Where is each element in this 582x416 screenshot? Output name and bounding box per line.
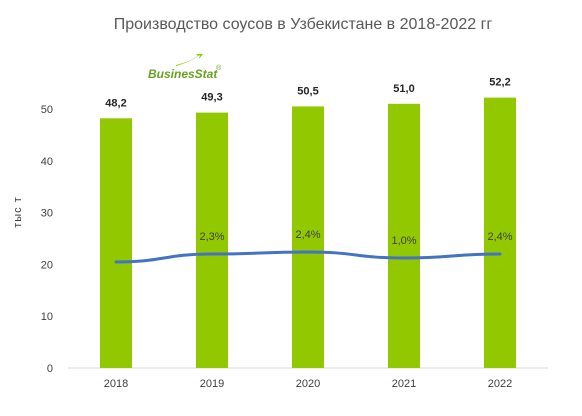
growth-line-label: 2,4% — [295, 229, 320, 241]
y-tick-label: 50 — [41, 104, 53, 116]
bar — [388, 103, 420, 368]
y-tick-label: 40 — [41, 156, 53, 168]
x-axis: 2018 2019 2020 2021 2022 — [104, 378, 512, 390]
growth-line-label: 2,4% — [487, 231, 512, 243]
bar-value-label: 49,3 — [201, 92, 222, 104]
bar-value-label: 48,2 — [105, 97, 126, 109]
y-tick-label: 20 — [41, 259, 53, 271]
x-tick-label: 2018 — [104, 378, 128, 390]
growth-line — [114, 250, 502, 264]
bar-data-labels: 48,2 49,3 50,5 51,0 52,2 — [105, 77, 510, 110]
svg-text:®: ® — [216, 64, 222, 72]
growth-line-series: 2,3% 2,4% 1,0% 2,4% — [114, 229, 513, 264]
y-tick-label: 10 — [41, 311, 53, 323]
y-tick-label: 0 — [47, 363, 53, 375]
growth-line-label: 2,3% — [199, 231, 224, 243]
y-axis: 0 10 20 30 40 50 — [41, 104, 53, 375]
x-tick-label: 2022 — [488, 378, 512, 390]
chart-title: Производство соусов в Узбекистане в 2018… — [114, 16, 493, 33]
y-axis-label: тыс т — [12, 196, 24, 228]
bar-value-label: 51,0 — [393, 83, 414, 95]
businesstat-logo: BusinesStat ® — [148, 54, 222, 81]
bar-series — [100, 97, 516, 368]
x-tick-label: 2020 — [296, 378, 320, 390]
bar — [484, 97, 516, 368]
y-tick-label: 30 — [41, 208, 53, 220]
bar-value-label: 50,5 — [297, 85, 318, 97]
bar-value-label: 52,2 — [489, 77, 510, 89]
growth-line-label: 1,0% — [391, 235, 416, 247]
bar — [100, 118, 132, 368]
bar — [196, 112, 228, 368]
x-tick-label: 2021 — [392, 378, 416, 390]
svg-text:BusinesStat: BusinesStat — [148, 67, 218, 81]
x-tick-label: 2019 — [200, 378, 224, 390]
bar — [292, 106, 324, 368]
